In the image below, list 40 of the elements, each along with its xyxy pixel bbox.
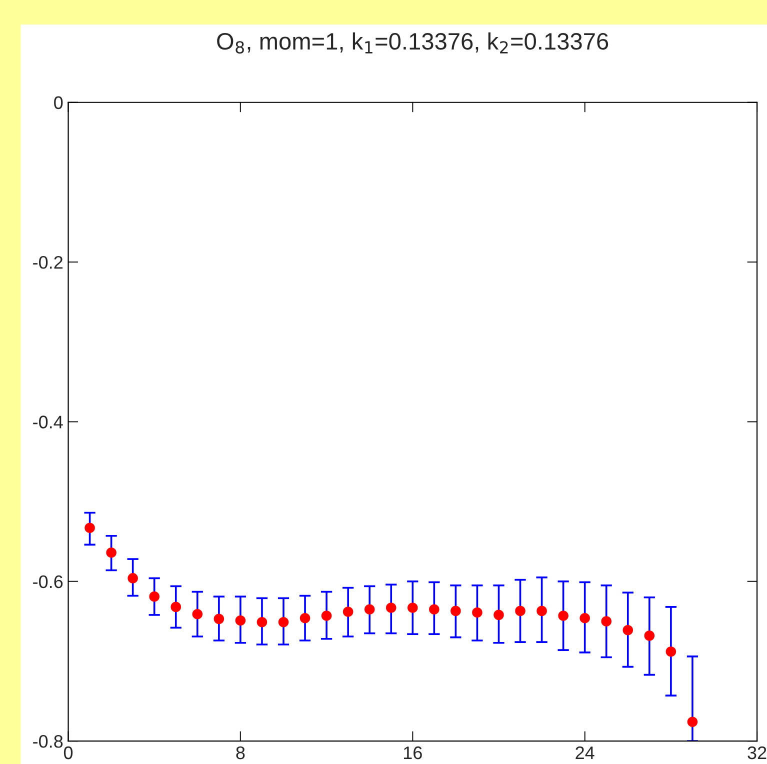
point — [450, 606, 461, 616]
point — [278, 616, 289, 628]
point — [342, 606, 354, 617]
y-tick-label: -0.4 — [33, 416, 63, 428]
point — [666, 646, 676, 657]
point — [558, 610, 568, 621]
chart-title: O$_{8}$, mom=1, k$_{1}$=0.13376, k$_{2}$=0.13376 — [217, 32, 608, 54]
point — [494, 610, 504, 620]
x-tick-label: 0 — [64, 746, 73, 760]
point — [687, 716, 698, 728]
point — [128, 573, 138, 584]
y-tick-label: 0 — [54, 96, 63, 110]
x-tick-label: 8 — [236, 746, 245, 760]
point — [321, 610, 332, 621]
x-tick-label: 24 — [576, 746, 594, 760]
point — [106, 548, 116, 558]
point — [472, 607, 482, 618]
point — [364, 604, 375, 614]
point — [429, 604, 440, 614]
point — [256, 616, 268, 628]
point — [84, 522, 95, 534]
y-tick-label: -0.2 — [33, 256, 62, 269]
y-tick-label: -0.8 — [33, 735, 63, 748]
point — [214, 614, 224, 624]
point — [644, 630, 655, 641]
point — [601, 616, 612, 626]
point — [386, 602, 396, 613]
point — [622, 624, 634, 636]
y-tick-label: -0.6 — [33, 575, 63, 588]
point — [536, 606, 547, 616]
point — [300, 612, 310, 624]
point — [580, 612, 590, 624]
point — [192, 608, 203, 620]
point — [170, 602, 182, 612]
point — [235, 615, 246, 626]
point — [149, 591, 160, 602]
point — [407, 602, 418, 613]
x-tick-label: 16 — [404, 746, 422, 760]
point — [515, 606, 526, 616]
x-tick-label: 32 — [748, 746, 766, 760]
